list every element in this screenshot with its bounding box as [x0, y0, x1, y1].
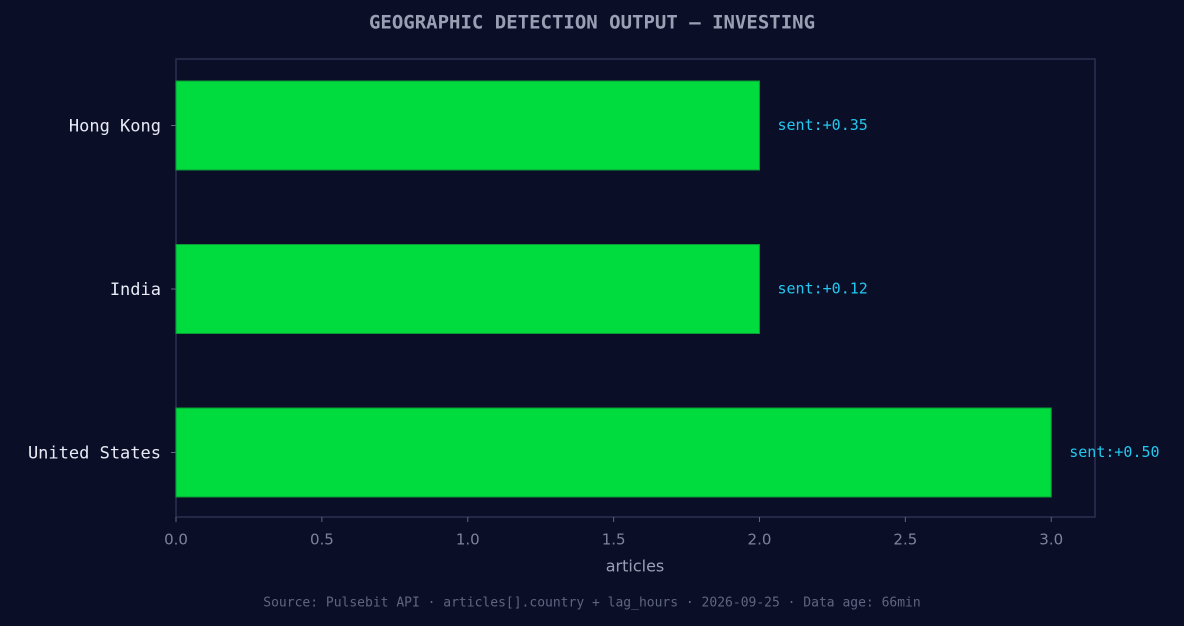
x-tick-label: 0.5	[310, 531, 334, 549]
y-tick-label: India	[110, 280, 161, 300]
x-tick-label: 0.0	[164, 531, 188, 549]
y-tick-label: Hong Kong	[69, 117, 161, 137]
x-tick-label: 1.5	[602, 531, 626, 549]
x-axis-label: articles	[606, 557, 665, 576]
annotation: sent:+0.12	[777, 280, 867, 298]
x-tick-label: 1.0	[456, 531, 480, 549]
annotation: sent:+0.50	[1069, 443, 1159, 461]
bar	[175, 244, 760, 334]
x-tick-label: 3.0	[1039, 531, 1063, 549]
annotation: sent:+0.35	[777, 116, 867, 134]
y-tick-label: United States	[28, 444, 161, 464]
bar	[175, 407, 1052, 498]
x-tick-label: 2.0	[748, 531, 772, 549]
bar	[175, 80, 760, 171]
footer: Source: Pulsebit API · articles[].countr…	[263, 596, 920, 611]
x-tick-label: 2.5	[893, 531, 917, 549]
chart-title: GEOGRAPHIC DETECTION OUTPUT — INVESTING	[369, 12, 815, 34]
